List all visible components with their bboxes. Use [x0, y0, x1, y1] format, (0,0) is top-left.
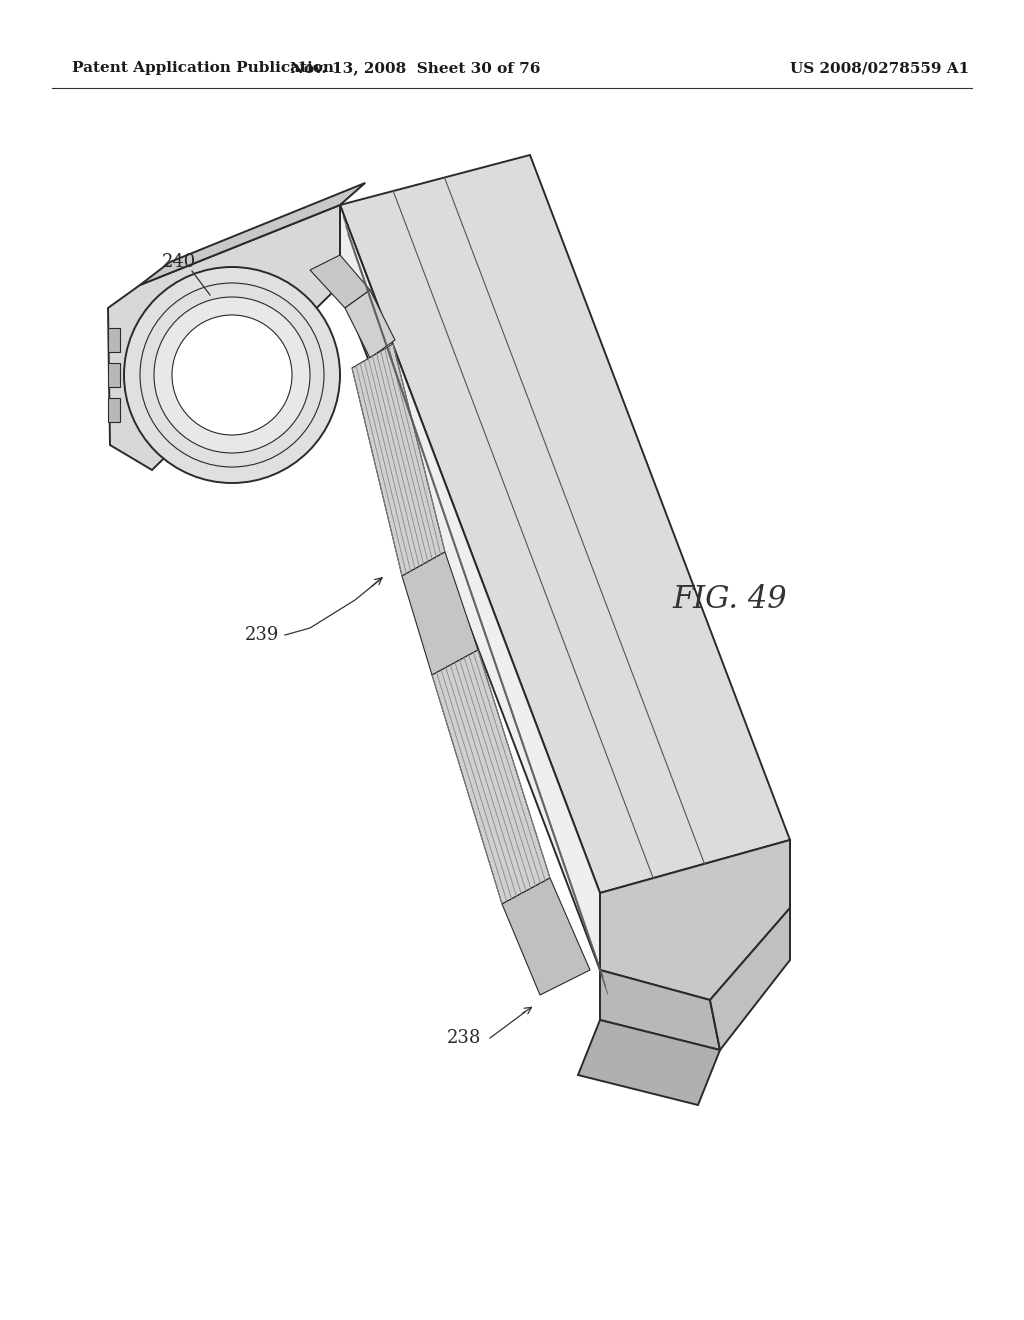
Polygon shape [432, 649, 550, 904]
Ellipse shape [154, 297, 310, 453]
Polygon shape [402, 552, 478, 675]
Polygon shape [108, 327, 120, 352]
Text: 240: 240 [162, 253, 197, 271]
Text: Nov. 13, 2008  Sheet 30 of 76: Nov. 13, 2008 Sheet 30 of 76 [290, 61, 541, 75]
Ellipse shape [172, 315, 292, 436]
Polygon shape [108, 205, 340, 470]
Polygon shape [578, 1020, 720, 1105]
Text: US 2008/0278559 A1: US 2008/0278559 A1 [790, 61, 970, 75]
Text: Patent Application Publication: Patent Application Publication [72, 61, 334, 75]
Text: 238: 238 [447, 1030, 481, 1047]
Polygon shape [310, 255, 370, 308]
Ellipse shape [124, 267, 340, 483]
Polygon shape [502, 878, 590, 995]
Polygon shape [108, 399, 120, 422]
Polygon shape [108, 363, 120, 387]
Polygon shape [352, 345, 445, 576]
Polygon shape [600, 970, 720, 1049]
Polygon shape [600, 840, 790, 1001]
Polygon shape [345, 290, 395, 358]
Polygon shape [340, 154, 790, 894]
Polygon shape [140, 183, 365, 285]
Text: 239: 239 [245, 626, 280, 644]
Polygon shape [710, 908, 790, 1049]
Polygon shape [340, 205, 600, 970]
Text: FIG. 49: FIG. 49 [672, 585, 786, 615]
